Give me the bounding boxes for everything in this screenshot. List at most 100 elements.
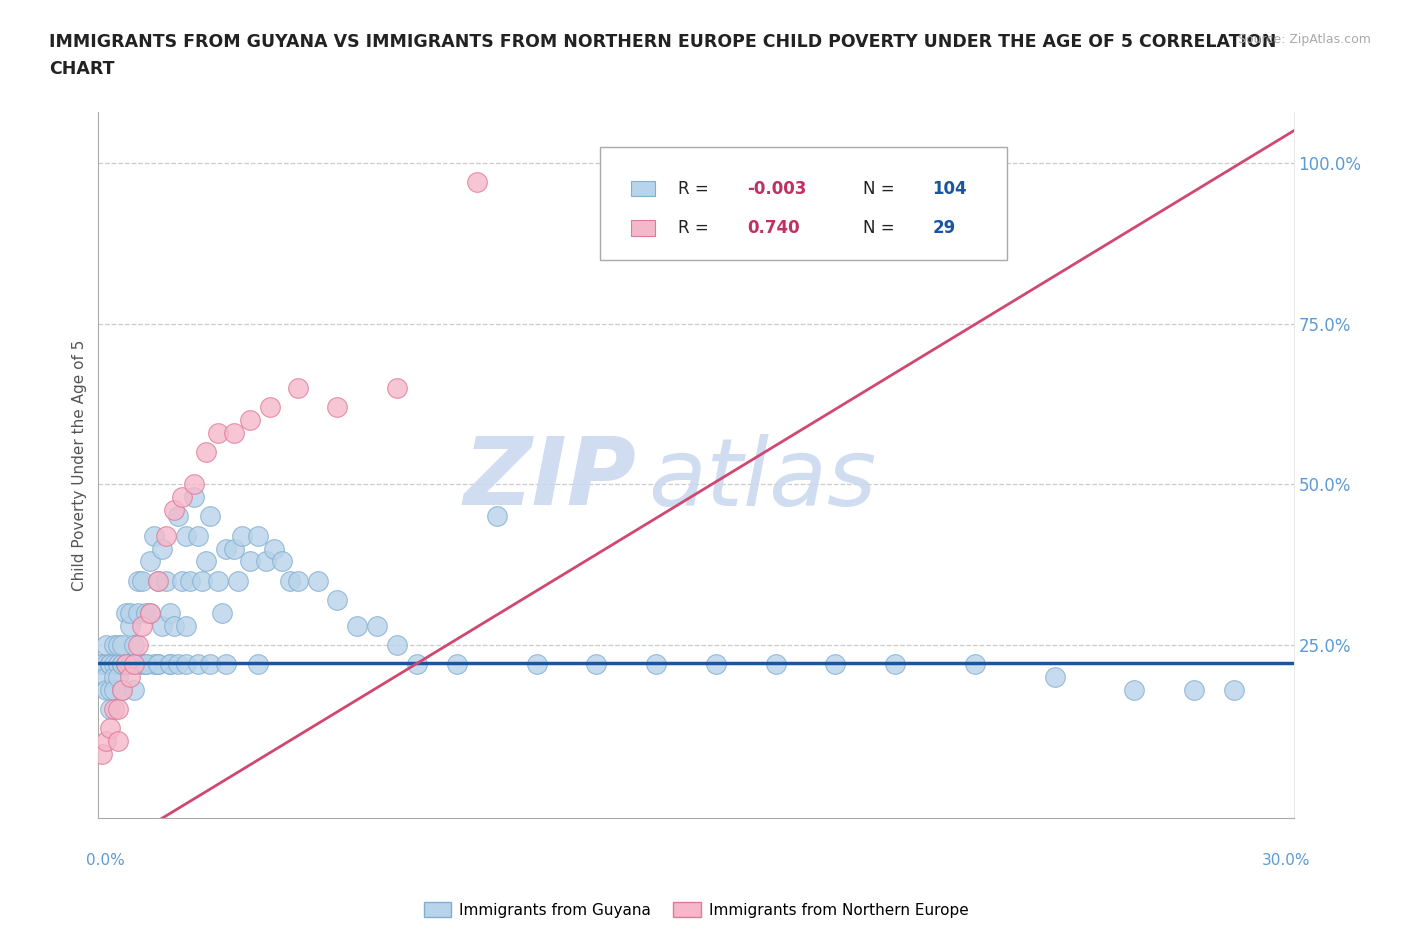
- Point: [187, 528, 209, 543]
- Point: [174, 657, 197, 671]
- Point: [187, 657, 209, 671]
- Point: [98, 657, 122, 671]
- Point: [804, 155, 827, 170]
- Point: [96, 683, 118, 698]
- Point: [98, 702, 122, 717]
- Point: [446, 657, 468, 671]
- Point: [326, 400, 349, 415]
- Text: ZIP: ZIP: [464, 433, 637, 525]
- Point: [222, 425, 245, 440]
- Point: [172, 573, 194, 588]
- Point: [103, 637, 125, 652]
- Point: [111, 683, 134, 698]
- Point: [163, 618, 186, 633]
- Point: [139, 605, 162, 620]
- Point: [526, 657, 548, 671]
- Point: [231, 528, 253, 543]
- Point: [207, 573, 229, 588]
- Point: [246, 528, 269, 543]
- Point: [96, 734, 118, 749]
- Point: [135, 657, 157, 671]
- Point: [103, 657, 125, 671]
- Point: [172, 490, 194, 505]
- Point: [263, 541, 285, 556]
- Point: [131, 618, 153, 633]
- Point: [215, 541, 238, 556]
- FancyBboxPatch shape: [631, 180, 655, 196]
- Point: [174, 528, 197, 543]
- Point: [139, 554, 162, 569]
- Point: [254, 554, 277, 569]
- Point: [198, 509, 221, 524]
- FancyBboxPatch shape: [600, 147, 1007, 260]
- Point: [163, 502, 186, 517]
- Point: [143, 657, 166, 671]
- Point: [148, 573, 170, 588]
- Point: [406, 657, 429, 671]
- Point: [148, 657, 170, 671]
- Point: [585, 657, 607, 671]
- Point: [103, 702, 125, 717]
- Point: [211, 605, 233, 620]
- Point: [107, 637, 129, 652]
- Point: [765, 657, 787, 671]
- Point: [127, 657, 149, 671]
- Point: [120, 618, 142, 633]
- Point: [115, 605, 138, 620]
- Point: [183, 477, 205, 492]
- Point: [195, 554, 218, 569]
- Point: [115, 657, 138, 671]
- Point: [135, 605, 157, 620]
- Point: [127, 573, 149, 588]
- Point: [179, 573, 201, 588]
- Point: [174, 618, 197, 633]
- Point: [326, 592, 349, 607]
- Point: [96, 657, 118, 671]
- Point: [346, 618, 368, 633]
- Point: [1123, 683, 1146, 698]
- Point: [124, 657, 146, 671]
- Point: [270, 554, 292, 569]
- Point: [159, 657, 181, 671]
- Point: [1182, 683, 1205, 698]
- Point: [605, 175, 627, 190]
- Text: CHART: CHART: [49, 60, 115, 78]
- Point: [103, 670, 125, 684]
- Point: [155, 528, 177, 543]
- Point: [143, 528, 166, 543]
- Text: IMMIGRANTS FROM GUYANA VS IMMIGRANTS FROM NORTHERN EUROPE CHILD POVERTY UNDER TH: IMMIGRANTS FROM GUYANA VS IMMIGRANTS FRO…: [49, 33, 1277, 50]
- Point: [120, 657, 142, 671]
- Point: [159, 605, 181, 620]
- Point: [103, 683, 125, 698]
- Point: [115, 657, 138, 671]
- Legend: Immigrants from Guyana, Immigrants from Northern Europe: Immigrants from Guyana, Immigrants from …: [418, 896, 974, 923]
- Point: [124, 683, 146, 698]
- Point: [287, 573, 309, 588]
- Text: Source: ZipAtlas.com: Source: ZipAtlas.com: [1237, 33, 1371, 46]
- Text: -0.003: -0.003: [748, 179, 807, 198]
- Point: [824, 657, 846, 671]
- Point: [884, 657, 907, 671]
- Point: [385, 637, 409, 652]
- Point: [385, 380, 409, 395]
- Point: [115, 657, 138, 671]
- Point: [135, 657, 157, 671]
- Point: [239, 413, 262, 428]
- Point: [645, 657, 668, 671]
- Text: atlas: atlas: [648, 433, 876, 525]
- Point: [150, 541, 173, 556]
- Point: [98, 683, 122, 698]
- Point: [131, 573, 153, 588]
- Point: [96, 670, 118, 684]
- Point: [127, 605, 149, 620]
- Text: N =: N =: [863, 219, 905, 237]
- Point: [127, 657, 149, 671]
- Point: [1223, 683, 1246, 698]
- Point: [107, 657, 129, 671]
- Point: [366, 618, 388, 633]
- Point: [111, 657, 134, 671]
- Point: [127, 637, 149, 652]
- Point: [207, 425, 229, 440]
- Point: [107, 657, 129, 671]
- Point: [198, 657, 221, 671]
